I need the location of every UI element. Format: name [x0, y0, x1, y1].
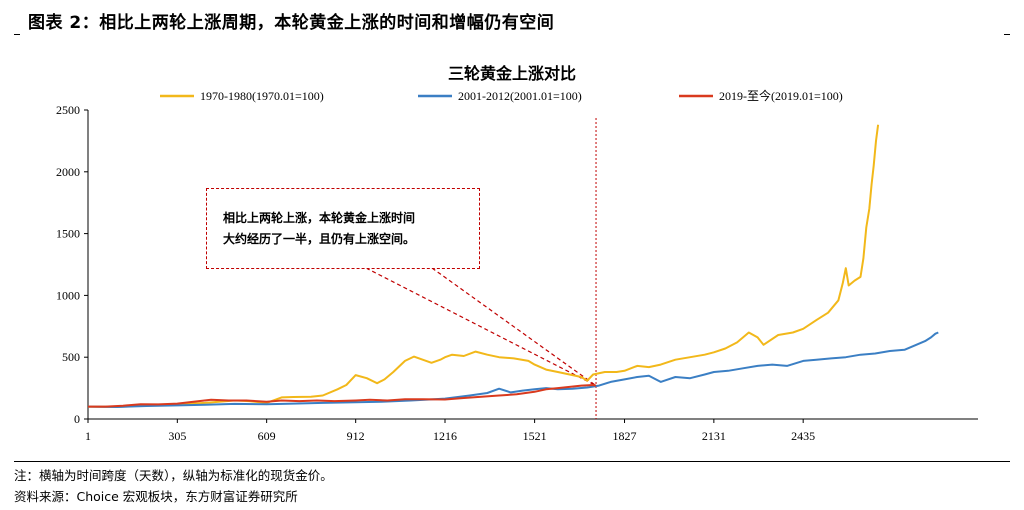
title-rule-right [1004, 34, 1010, 35]
figure-source: 资料来源：Choice 宏观板块，东方财富证券研究所 [14, 489, 298, 504]
series-line-2 [87, 331, 939, 408]
y-tick-label: 1500 [56, 227, 80, 241]
y-tick-label: 0 [74, 412, 80, 426]
x-tick-label: 1827 [613, 429, 637, 443]
x-tick-label: 305 [168, 429, 186, 443]
figure-note: 注：横轴为时间跨度（天数），纵轴为标准化的现货金价。 [14, 468, 333, 483]
series-line-3 [88, 384, 597, 408]
x-tick-label: 1 [85, 429, 91, 443]
y-tick-label: 500 [62, 350, 80, 364]
x-tick-label: 609 [258, 429, 276, 443]
y-tick-label: 1000 [56, 288, 80, 302]
y-tick-label: 2500 [56, 103, 80, 117]
x-tick-label: 2435 [791, 429, 815, 443]
legend-label-2: 2001-2012(2001.01=100) [458, 89, 582, 103]
x-tick-label: 1216 [433, 429, 457, 443]
legend-label-1: 1970-1980(1970.01=100) [200, 89, 324, 103]
callout-pointer-1 [365, 267, 597, 387]
title-rule-left [14, 34, 20, 35]
y-tick-label: 2000 [56, 165, 80, 179]
series-line-1 [87, 124, 880, 408]
chart-title: 三轮黄金上涨对比 [447, 64, 576, 83]
callout-line-2: 大约经历了一半，且仍有上涨空间。 [223, 232, 416, 246]
figure-title: 图表 2：相比上两轮上涨周期，本轮黄金上涨的时间和增幅仍有空间 [28, 13, 555, 33]
callout-pointer-2 [431, 267, 597, 387]
x-tick-label: 2131 [702, 429, 726, 443]
footer-rule [14, 461, 1010, 462]
annotation-callout: 相比上两轮上涨，本轮黄金上涨时间 大约经历了一半，且仍有上涨空间。 [206, 188, 480, 269]
x-tick-label: 1521 [523, 429, 547, 443]
legend-label-3: 2019-至今(2019.01=100) [719, 88, 843, 103]
callout-line-1: 相比上两轮上涨，本轮黄金上涨时间 [223, 211, 416, 225]
x-tick-label: 912 [347, 429, 365, 443]
